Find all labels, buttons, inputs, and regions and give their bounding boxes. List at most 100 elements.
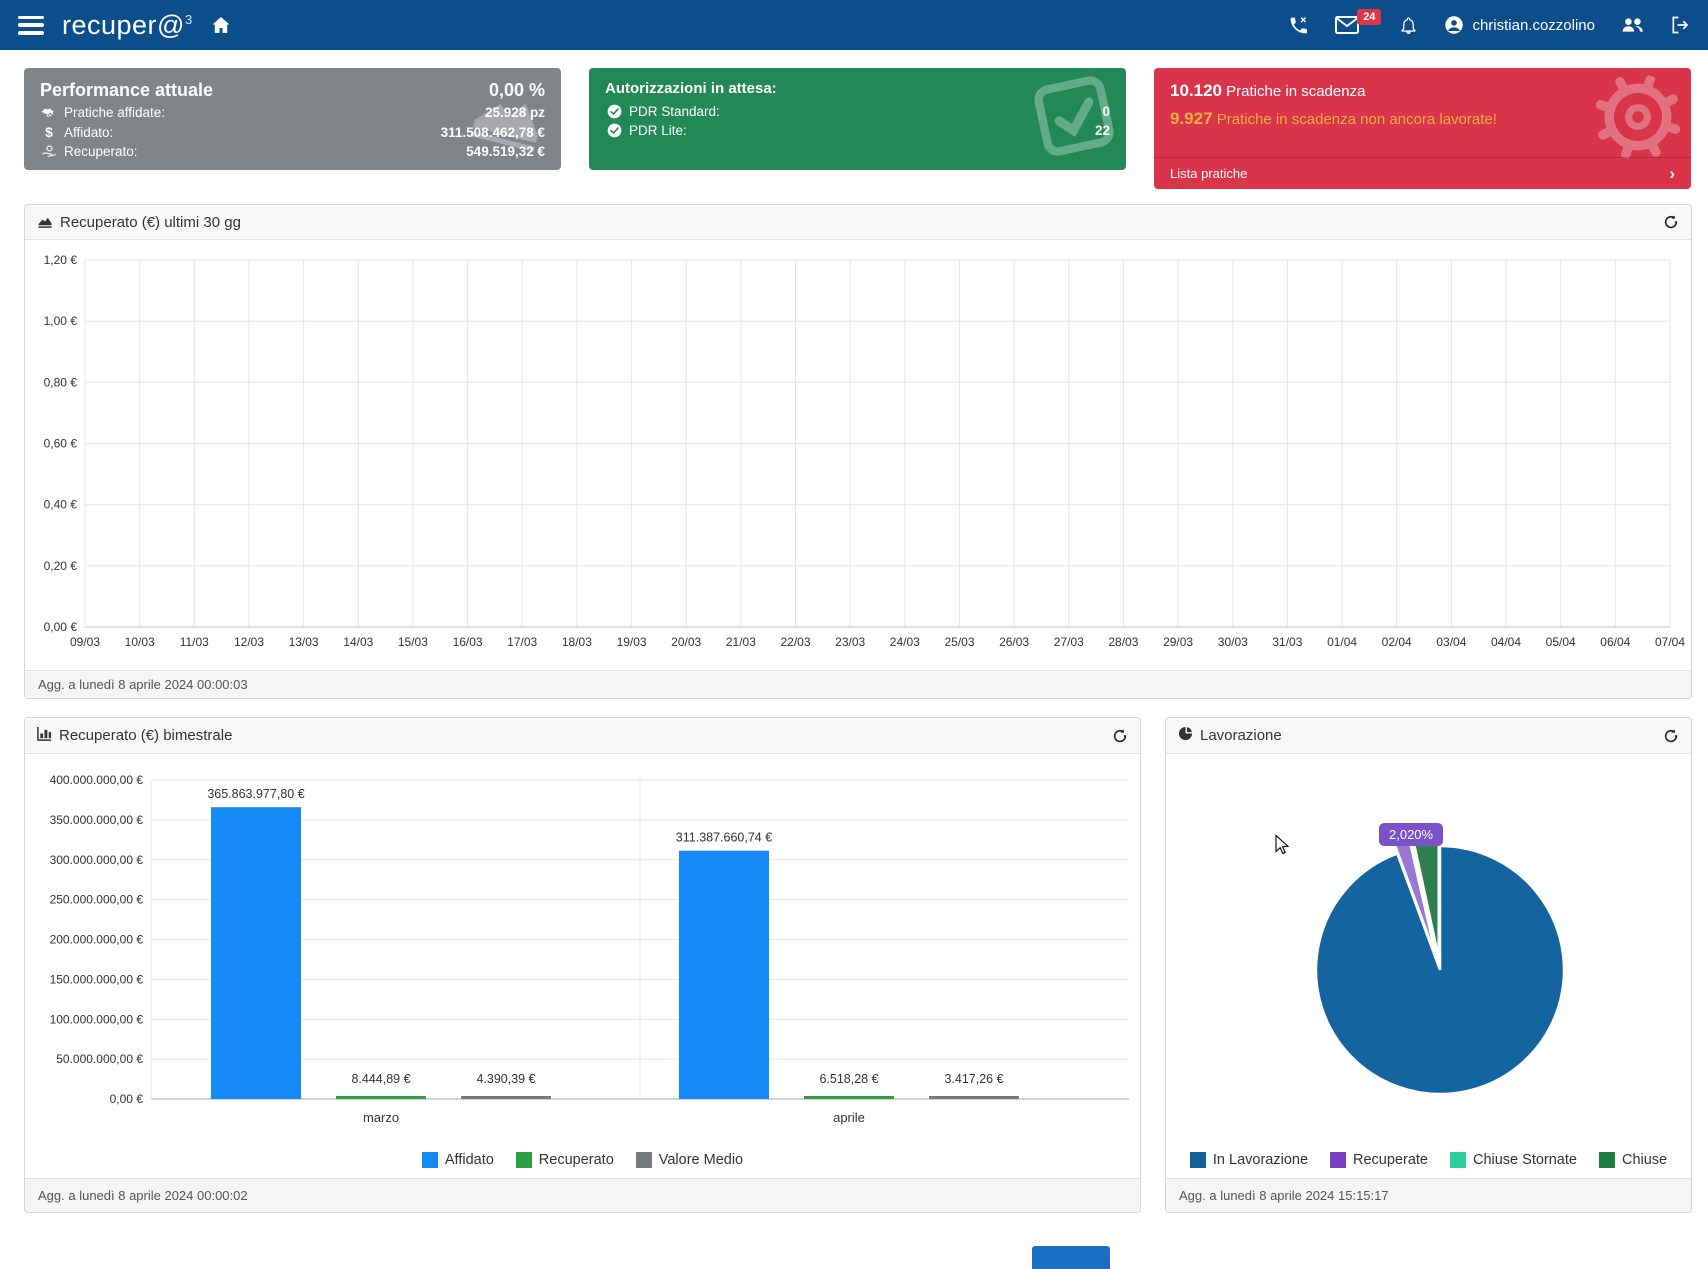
pie-chart-title: Lavorazione — [1200, 727, 1282, 744]
svg-text:350.000.000,00 €: 350.000.000,00 € — [50, 813, 144, 827]
performance-row-label: Recuperato: — [64, 144, 466, 159]
authorization-row: PDR Standard: 0 — [605, 104, 1110, 119]
bar-chart-panel: Recuperato (€) bimestrale 0,00 €50.000.0… — [24, 717, 1141, 1213]
menu-hamburger-icon[interactable] — [18, 16, 44, 35]
svg-text:300.000.000,00 €: 300.000.000,00 € — [50, 853, 144, 867]
performance-row-label: Affidato: — [64, 125, 441, 140]
svg-text:11/03: 11/03 — [180, 635, 209, 649]
performance-card: Performance attuale 0,00 % Pratiche affi… — [24, 68, 561, 170]
mouse-cursor — [1274, 834, 1290, 861]
performance-row-value: 25.928 pz — [485, 105, 545, 120]
bar-category-labels: marzoaprile — [363, 1110, 865, 1125]
legend-item-recuperate: Recuperate — [1330, 1152, 1428, 1168]
svg-text:14/03: 14/03 — [343, 635, 373, 649]
refresh-icon[interactable] — [1663, 214, 1679, 230]
pie-chart-svg — [1166, 754, 1691, 1144]
username-label: christian.cozzolino — [1472, 17, 1595, 34]
svg-text:25/03: 25/03 — [944, 635, 974, 649]
svg-text:02/04: 02/04 — [1382, 635, 1412, 649]
chevron-right-icon: › — [1669, 165, 1675, 182]
bar-marzo-1[interactable] — [336, 1096, 426, 1099]
svg-text:28/03: 28/03 — [1108, 635, 1138, 649]
brand-logo[interactable]: recuper@3 — [62, 12, 193, 39]
bar-series-affidato: 365.863.977,80 €311.387.660,74 € — [207, 787, 772, 1099]
svg-text:29/03: 29/03 — [1163, 635, 1193, 649]
users-icon[interactable] — [1621, 16, 1644, 34]
authorization-row-value: 22 — [1095, 123, 1110, 138]
mail-count-badge: 24 — [1357, 9, 1381, 25]
svg-text:aprile: aprile — [833, 1110, 865, 1125]
svg-text:05/04: 05/04 — [1546, 635, 1576, 649]
svg-text:150.000.000,00 €: 150.000.000,00 € — [50, 972, 144, 986]
authorization-row-label: PDR Standard: — [629, 104, 1102, 119]
pie-chart-footer: Agg. a lunedì 8 aprile 2024 15:15:17 — [1166, 1178, 1691, 1212]
deadlines-list-link[interactable]: Lista pratiche › — [1154, 157, 1691, 189]
brand-sup: 3 — [185, 12, 193, 27]
bar-aprile-2[interactable] — [929, 1096, 1019, 1099]
svg-text:200.000.000,00 €: 200.000.000,00 € — [50, 933, 144, 947]
bar-series-recuperato: 8.444,89 €6.518,28 € — [336, 1072, 894, 1099]
phone-icon[interactable] — [1288, 15, 1309, 36]
svg-text:31/03: 31/03 — [1272, 635, 1302, 649]
bar-chart-updated: Agg. a lunedì 8 aprile 2024 00:00:02 — [38, 1188, 248, 1203]
authorization-row-value: 0 — [1102, 104, 1110, 119]
authorizations-title: Autorizzazioni in attesa: — [605, 80, 777, 97]
footer-blue-element — [1032, 1246, 1110, 1269]
deadlines-warn-label: Pratiche in scadenza non ancora lavorate… — [1217, 111, 1497, 128]
deadlines-warn-count: 9.927 — [1170, 109, 1213, 128]
bar-chart-legend: AffidatoRecuperatoValore Medio — [25, 1152, 1140, 1168]
svg-text:16/03: 16/03 — [453, 635, 483, 649]
deadlines-count: 10.120 — [1170, 81, 1222, 100]
performance-row-value: 549.519,32 € — [466, 144, 545, 159]
svg-text:23/03: 23/03 — [835, 635, 865, 649]
line-grid — [85, 260, 1670, 627]
svg-text:0,20 €: 0,20 € — [44, 559, 78, 573]
svg-text:30/03: 30/03 — [1218, 635, 1248, 649]
top-navbar: recuper@3 24 christian.cozzolino — [0, 0, 1708, 50]
svg-text:06/04: 06/04 — [1600, 635, 1630, 649]
bell-icon[interactable] — [1399, 15, 1418, 36]
legend-item-recuperato: Recuperato — [516, 1152, 614, 1168]
refresh-icon[interactable] — [1663, 728, 1679, 744]
performance-title: Performance attuale — [40, 80, 213, 101]
line-chart-header: Recuperato (€) ultimi 30 gg — [25, 205, 1691, 240]
logout-icon[interactable] — [1670, 15, 1690, 35]
performance-value: 0,00 % — [489, 80, 545, 101]
refresh-icon[interactable] — [1112, 728, 1128, 744]
authorization-row: PDR Lite: 22 — [605, 123, 1110, 138]
bar-marzo-2[interactable] — [461, 1096, 551, 1099]
bar-aprile-0[interactable] — [679, 851, 769, 1099]
performance-row: Pratiche affidate: 25.928 pz — [40, 105, 545, 120]
bar-y-axis-labels: 0,00 €50.000.000,00 €100.000.000,00 €150… — [50, 773, 144, 1106]
performance-row-value: 311.508.462,78 € — [441, 125, 545, 140]
svg-text:22/03: 22/03 — [780, 635, 810, 649]
svg-text:0,00 €: 0,00 € — [110, 1092, 144, 1106]
home-icon[interactable] — [211, 15, 231, 35]
legend-item-affidato: Affidato — [422, 1152, 494, 1168]
svg-text:20/03: 20/03 — [671, 635, 701, 649]
svg-text:1,00 €: 1,00 € — [44, 314, 78, 328]
authorization-row-label: PDR Lite: — [629, 123, 1095, 138]
pie-slice-in-lavorazione[interactable] — [1316, 846, 1564, 1094]
handshake-icon — [40, 106, 58, 119]
svg-text:21/03: 21/03 — [726, 635, 756, 649]
svg-text:27/03: 27/03 — [1054, 635, 1084, 649]
dollar-icon: $ — [40, 124, 58, 140]
bar-marzo-0[interactable] — [211, 807, 301, 1099]
bar-value-label: 3.417,26 € — [944, 1072, 1003, 1086]
svg-text:18/03: 18/03 — [562, 635, 592, 649]
deadlines-count-line: 10.120 Pratiche in scadenza — [1170, 81, 1675, 101]
bar-aprile-1[interactable] — [804, 1096, 894, 1099]
bar-chart-body: 0,00 €50.000.000,00 €100.000.000,00 €150… — [25, 754, 1140, 1182]
bar-chart-header: Recuperato (€) bimestrale — [25, 718, 1140, 754]
hand-euro-icon — [40, 145, 58, 158]
performance-row: Recuperato: 549.519,32 € — [40, 144, 545, 159]
area-chart-icon — [37, 213, 53, 232]
bar-value-label: 8.444,89 € — [351, 1072, 410, 1086]
line-y-axis-labels: 0,00 €0,20 €0,40 €0,60 €0,80 €1,00 €1,20… — [44, 253, 78, 634]
svg-text:0,60 €: 0,60 € — [44, 437, 78, 451]
deadlines-warning-line: 9.927 Pratiche in scadenza non ancora la… — [1170, 109, 1675, 129]
check-circle-icon — [605, 104, 623, 119]
mail-icon[interactable]: 24 — [1335, 16, 1359, 34]
user-menu[interactable]: christian.cozzolino — [1444, 15, 1595, 35]
